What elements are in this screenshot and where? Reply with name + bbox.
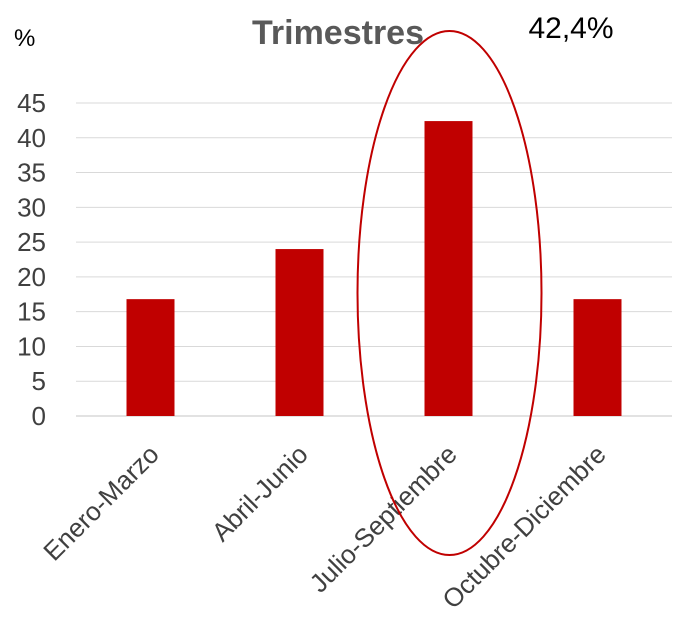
gridlines [76,102,672,417]
highlight-annotation-label: 42,4% [528,12,613,45]
bar [424,121,473,416]
y-tick-label: 40 [17,123,46,153]
x-axis-ticks: Enero-Marzo Abril-JunioJulio-SeptiembreOc… [37,439,611,614]
y-tick-label: 20 [17,262,46,292]
y-tick-label: 10 [17,331,46,361]
x-tick-label: Julio-Septiembre [304,439,463,598]
y-tick-label: 25 [17,227,46,257]
y-tick-label: 35 [17,158,46,188]
x-tick-label: Enero-Marzo [37,439,164,566]
y-tick-label: 5 [32,366,46,396]
y-tick-label: 30 [17,192,46,222]
bar [573,299,622,416]
x-tick-label: Octubre-Diciembre [436,439,611,614]
y-axis-unit-label: % [14,25,35,52]
y-tick-label: 45 [17,88,46,118]
highlight-ellipse [356,30,543,556]
bar [126,299,175,416]
y-tick-label: 0 [32,401,46,431]
y-axis-ticks: 0 5 10 15 20 25 30 35 40 45 [17,88,46,431]
y-tick-label: 15 [17,297,46,327]
highlight-layer [356,30,543,556]
chart-title: Trimestres [252,14,424,52]
bars [126,121,622,416]
x-tick-label: Abril-Junio [206,439,314,547]
bar [275,249,324,416]
